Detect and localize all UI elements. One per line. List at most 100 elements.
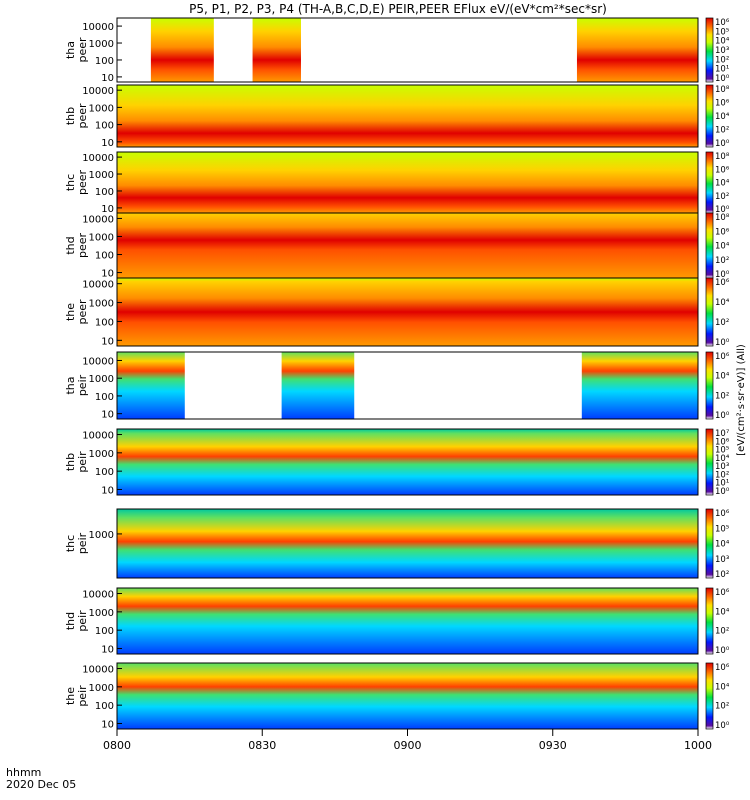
colorbar-tick-label: 10² — [715, 391, 729, 401]
spectrogram-data-segment — [117, 352, 185, 419]
spectrogram-data-segment — [581, 352, 698, 419]
panel-probe-label: thb — [64, 453, 77, 471]
spectrogram-data-segment — [252, 18, 301, 82]
y-tick-label: 10 — [101, 269, 114, 280]
colorbar-tick-label: 10⁶ — [715, 588, 730, 598]
y-tick-label: 10000 — [82, 214, 114, 225]
y-tick-label: 10 — [101, 204, 114, 215]
panel-instrument-label: peir — [76, 685, 89, 707]
y-tick-label: 10000 — [82, 665, 114, 676]
colorbar-tick-label: 10⁶ — [715, 99, 730, 109]
x-axis-label-date: 2020 Dec 05 — [6, 778, 76, 791]
x-tick-label: 0930 — [539, 739, 567, 752]
panel-the-peir: the peir 10000 1000 100 10 10⁶ 10⁴ 10² 10⁰ — [64, 662, 730, 731]
panel-probe-label: thc — [64, 174, 77, 191]
colorbar-tick-label: 10⁴ — [715, 372, 730, 382]
panel-frame — [116, 428, 699, 496]
panel-thb-peir: thb peir1000010001001010⁷10⁶10⁵10⁴10³10²1… — [64, 428, 730, 497]
panel-instrument-label: peer — [76, 170, 89, 196]
panel-tha-peer: tha peer 10000 1000 100 10 10⁶10⁵10⁴10³10²10¹1… — [64, 17, 730, 84]
colorbar-tick-label: 10⁰ — [715, 139, 730, 149]
colorbar-tick-label: 10² — [715, 55, 729, 65]
y-tick-label: 1000 — [89, 530, 114, 541]
colorbar-tick-label: 10⁶ — [715, 278, 730, 288]
y-tick-label: 10000 — [82, 22, 114, 33]
colorbar-tick-label: 10² — [715, 318, 729, 328]
colorbar-tick-label: 10⁴ — [715, 179, 730, 189]
colorbar-tick-label: 10² — [715, 256, 729, 266]
spectrogram-data-segment — [117, 85, 698, 147]
panel-frame — [116, 17, 699, 83]
x-tick-label: 0900 — [394, 739, 422, 752]
colorbar-tick-label: 10⁶ — [715, 663, 730, 673]
panel-probe-label: the — [64, 303, 77, 321]
colorbar-tick-label: 10³ — [715, 462, 729, 472]
colorbar-tick-label: 10⁶ — [715, 437, 730, 447]
panel-probe-label: tha — [64, 41, 77, 59]
panel-instrument-label: peer — [76, 37, 89, 63]
spectrogram-data-segment — [117, 663, 698, 729]
colorbar — [705, 17, 714, 83]
colorbar — [705, 151, 714, 214]
y-tick-label: 10000 — [82, 86, 114, 97]
panel-thc-peir: thc peir 1000 10⁶ 10⁵ 10⁴ 10³ 10² — [64, 508, 730, 580]
colorbar-tick-label: 10⁴ — [715, 454, 730, 464]
y-tick-label: 1000 — [89, 608, 114, 619]
colorbar-tick-label: 10¹ — [715, 479, 729, 489]
y-tick-label: 100 — [95, 251, 114, 262]
panel-frame — [116, 277, 699, 347]
y-tick-label: 1000 — [89, 103, 114, 114]
colorbar-tick-label: 10² — [715, 192, 729, 202]
y-tick-label: 100 — [95, 56, 114, 67]
panel-probe-label: thd — [64, 612, 77, 630]
colorbar-tick-label: 10⁰ — [715, 338, 730, 348]
x-tick-label: 0830 — [248, 739, 276, 752]
colorbar-tick-label: 10⁴ — [715, 540, 730, 550]
colorbar-tick-label: 10⁵ — [715, 524, 729, 534]
panel-probe-label: thc — [64, 535, 77, 552]
colorbar-tick-label: 10⁴ — [715, 298, 730, 308]
colorbar-tick-label: 10³ — [715, 555, 729, 565]
spectrogram-data-segment — [576, 18, 698, 82]
panel-thd-peer: thd peer 10000 1000 100 10 10⁸ 10⁶ 10⁴ 10² 10⁰ — [64, 212, 730, 280]
y-tick-label: 1000 — [89, 374, 114, 385]
panel-probe-label: tha — [64, 376, 77, 394]
y-tick-label: 10 — [101, 73, 114, 84]
spectrogram-data-segment — [117, 588, 698, 654]
y-tick-label: 10000 — [82, 431, 114, 442]
y-tick-label: 1000 — [89, 170, 114, 181]
colorbar-tick-label: 10⁶ — [715, 165, 730, 175]
colorbar-tick-label: 10⁴ — [715, 112, 730, 122]
spectrogram-data-segment — [117, 429, 698, 495]
colorbar — [705, 428, 714, 496]
colorbar-tick-label: 10⁴ — [715, 682, 730, 692]
panel-frame — [116, 84, 699, 148]
panel-instrument-label: peer — [76, 233, 89, 259]
panel-instrument-label: peer — [76, 299, 89, 325]
colorbar-tick-label: 10² — [715, 470, 729, 480]
panel-thc-peer: thc peer 10000 1000 100 10 10⁸ 10⁶ 10⁴ 10² 10⁰ — [64, 151, 730, 215]
panel-thd-peir: thd peir 10000 1000 100 10 10⁶ 10⁴ 10² 10⁰ — [64, 587, 730, 656]
colorbar-tick-label: 10⁰ — [715, 411, 730, 421]
y-tick-label: 10000 — [82, 153, 114, 164]
y-tick-label: 100 — [95, 392, 114, 403]
colorbar-tick-label: 10⁰ — [715, 205, 730, 215]
colorbar-tick-label: 10⁶ — [715, 227, 730, 237]
colorbar-tick-label: 10⁰ — [715, 487, 730, 497]
chart-title: P5, P1, P2, P3, P4 (TH-A,B,C,D,E) PEIR,P… — [189, 2, 607, 16]
spectrogram-data-segment — [150, 18, 214, 82]
y-tick-label: 10 — [101, 138, 114, 149]
colorbar-tick-label: 10⁸ — [715, 85, 730, 95]
colorbar-tick-label: 10⁴ — [715, 607, 730, 617]
y-tick-label: 10000 — [82, 356, 114, 367]
y-tick-label: 100 — [95, 187, 114, 198]
y-tick-label: 100 — [95, 701, 114, 712]
x-tick-label: 1000 — [684, 739, 712, 752]
colorbar — [705, 587, 714, 655]
y-tick-label: 1000 — [89, 299, 114, 310]
y-tick-label: 10000 — [82, 590, 114, 601]
y-tick-label: 100 — [95, 317, 114, 328]
panel-instrument-label: peir — [76, 451, 89, 473]
colorbar — [705, 84, 714, 148]
